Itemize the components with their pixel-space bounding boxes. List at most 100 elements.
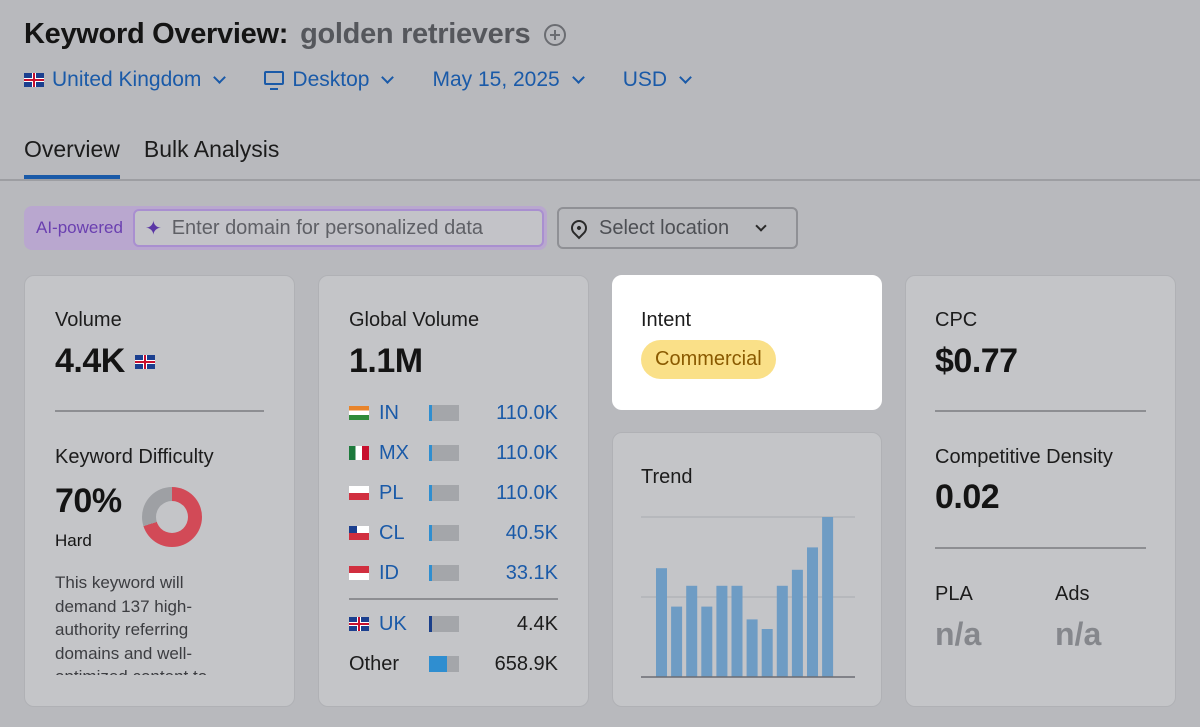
location-placeholder: Select location (599, 216, 730, 239)
cpc-value: $0.77 (935, 342, 1018, 380)
country-row-pl[interactable]: PL 110.0K (349, 479, 558, 507)
country-volume: 110.0K (496, 401, 558, 424)
page-header: Keyword Overview: golden retrievers (24, 18, 567, 51)
volume-label: Volume (55, 309, 122, 331)
share-bar (429, 565, 459, 581)
uk-flag-icon (349, 617, 369, 631)
country-volume: 4.4K (516, 612, 558, 635)
cpc-label: CPC (935, 309, 978, 331)
country-code: PL (379, 481, 404, 504)
divider (935, 547, 1146, 549)
trend-bar (761, 629, 773, 677)
sparkle-icon: ✦ (144, 217, 162, 240)
chevron-down-icon (213, 71, 227, 84)
global-volume-label: Global Volume (349, 309, 480, 331)
domain-input-wrapper: ✦ (132, 209, 544, 247)
trend-bar (822, 517, 834, 677)
share-bar (429, 616, 459, 632)
share-bar (429, 525, 459, 541)
trend-bar (686, 585, 698, 677)
trend-bar (776, 585, 788, 677)
uk-flag-icon (24, 73, 44, 87)
tab-bulk-analysis[interactable]: Bulk Analysis (143, 136, 280, 162)
chile-flag-icon (349, 526, 369, 540)
currency-filter[interactable]: USD (622, 68, 692, 92)
country-row-in[interactable]: IN 110.0K (349, 399, 558, 427)
trend-bar (671, 606, 683, 677)
country-row-mx[interactable]: MX 110.0K (349, 439, 558, 467)
country-filter[interactable]: United Kingdom (24, 68, 227, 92)
ads-label: Ads (1055, 583, 1090, 605)
trend-card: Trend (612, 432, 882, 707)
kd-donut-chart (142, 487, 202, 547)
share-bar (429, 656, 459, 672)
tab-bar: Overview Bulk Analysis (24, 136, 279, 179)
trend-bar (791, 569, 803, 677)
trend-bar (731, 585, 743, 677)
global-volume-card: Global Volume 1.1M IN 110.0K MX 110.0K P… (318, 275, 589, 707)
kd-label: Keyword Difficulty (55, 446, 214, 468)
ads-value: n/a (1055, 616, 1102, 652)
add-keyword-icon[interactable] (544, 23, 567, 46)
intent-card: Intent Commercial (612, 275, 882, 410)
location-select[interactable]: Select location (557, 207, 798, 249)
intent-badge: Commercial (641, 340, 776, 379)
trend-bar (656, 568, 667, 677)
country-volume: 110.0K (496, 481, 558, 504)
location-pin-icon (567, 216, 591, 240)
desktop-icon (264, 71, 285, 90)
global-volume-value: 1.1M (349, 342, 423, 380)
india-flag-icon (349, 406, 369, 420)
divider (935, 410, 1146, 412)
trend-bar (746, 619, 758, 677)
mexico-flag-icon (349, 446, 369, 460)
country-volume: 110.0K (496, 441, 558, 464)
poland-flag-icon (349, 486, 369, 500)
country-row-uk[interactable]: UK 4.4K (349, 610, 558, 638)
device-filter[interactable]: Desktop (264, 68, 395, 92)
country-volume: 40.5K (505, 521, 558, 544)
country-row-cl[interactable]: CL 40.5K (349, 519, 558, 547)
chevron-down-icon (755, 220, 767, 232)
uk-flag-icon (134, 354, 155, 369)
country-code: IN (379, 401, 399, 424)
tab-overview[interactable]: Overview (24, 136, 120, 179)
trend-bar (716, 585, 728, 677)
kd-value: 70% (55, 482, 122, 520)
kd-level: Hard (55, 531, 92, 550)
cpc-card: CPC $0.77 Competitive Density 0.02 PLA n… (905, 275, 1176, 707)
domain-input[interactable] (171, 216, 522, 240)
country-code: CL (379, 521, 405, 544)
divider (349, 598, 558, 600)
other-label: Other (349, 652, 400, 675)
share-bar (429, 405, 459, 421)
divider (55, 410, 264, 412)
keyword-text: golden retrievers (300, 18, 531, 50)
volume-value: 4.4K (55, 342, 125, 380)
trend-label: Trend (641, 466, 693, 488)
country-code: ID (379, 561, 399, 584)
volume-card: Volume 4.4K Keyword Difficulty 70% Hard … (24, 275, 295, 707)
trend-bar (807, 547, 818, 677)
currency-filter-label: USD (622, 68, 668, 91)
chevron-down-icon (381, 71, 395, 84)
page-title: Keyword Overview: (24, 18, 289, 50)
country-row-id[interactable]: ID 33.1K (349, 559, 558, 587)
country-code: MX (379, 441, 409, 464)
trend-chart (641, 516, 855, 678)
share-bar (429, 485, 459, 501)
density-label: Competitive Density (935, 446, 1113, 468)
density-value: 0.02 (935, 478, 1000, 516)
date-filter[interactable]: May 15, 2025 (432, 68, 585, 92)
country-filter-label: United Kingdom (52, 68, 202, 91)
intent-label: Intent (641, 309, 692, 331)
kd-description: This keyword will demand 137 high-author… (55, 573, 207, 675)
tabs-divider (0, 179, 1200, 181)
ai-domain-box: AI-powered ✦ (24, 206, 547, 250)
chevron-down-icon (571, 71, 585, 84)
chevron-down-icon (679, 71, 692, 84)
country-code: UK (379, 612, 407, 635)
other-volume: 658.9K (494, 652, 558, 675)
indonesia-flag-icon (349, 566, 369, 580)
share-bar (429, 445, 459, 461)
